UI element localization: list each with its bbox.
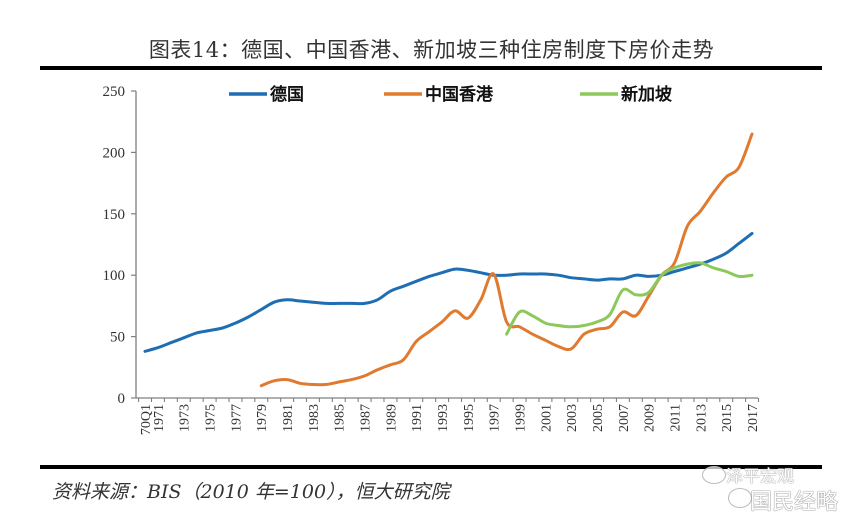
- x-tick-label: 1973: [178, 404, 193, 432]
- watermark-line1: 泽平宏观: [726, 467, 794, 487]
- y-tick-label: 200: [103, 145, 126, 161]
- x-tick-label: 1985: [333, 404, 348, 432]
- wechat-bubble-icon: [702, 466, 726, 484]
- legend-label: 德国: [270, 84, 304, 105]
- x-tick-label: 1983: [307, 404, 322, 432]
- x-tick-label: 2011: [669, 404, 684, 431]
- series-layer: [143, 132, 754, 388]
- wechat-bubble-icon: [728, 488, 752, 508]
- x-tick-label: 2003: [565, 404, 580, 432]
- x-tick-label: 1987: [359, 404, 374, 432]
- x-tick-label: 70Q1: [139, 404, 154, 435]
- watermark: 泽平宏观 国民经略: [700, 462, 860, 522]
- bottom-rule: [40, 465, 822, 469]
- series-line-2: [259, 132, 754, 388]
- series-line-3: [505, 261, 754, 336]
- x-tick-label: 1997: [488, 404, 503, 432]
- x-tick-label: 1979: [255, 404, 270, 432]
- legend-label: 新加坡: [621, 84, 672, 105]
- x-tick-label: 1999: [514, 404, 529, 432]
- chart-title: 图表14：德国、中国香港、新加坡三种住房制度下房价走势: [148, 38, 715, 62]
- x-tick-label: 1971: [152, 404, 167, 432]
- x-tick-label: 2007: [617, 404, 632, 432]
- x-tick-label: 2005: [591, 404, 606, 432]
- x-tick-label: 1977: [229, 404, 244, 432]
- x-tick-label: 1989: [384, 404, 399, 432]
- source-note: 资料来源：BIS（2010 年=100），恒大研究院: [52, 481, 450, 503]
- x-tick-label: 1991: [410, 404, 425, 432]
- y-tick-label: 100: [103, 268, 126, 284]
- top-rule: [40, 66, 822, 70]
- x-tick-label: 2015: [720, 404, 735, 432]
- x-tick-label: 1995: [462, 404, 477, 432]
- x-tick-label: 2013: [694, 404, 709, 432]
- series-line-1: [143, 231, 754, 353]
- y-tick-label: 150: [103, 207, 126, 223]
- x-tick-label: 1993: [436, 404, 451, 432]
- y-tick-label: 0: [118, 391, 126, 407]
- legend: 德国 中国香港 新加坡: [229, 84, 672, 105]
- y-tick-label: 250: [103, 84, 126, 100]
- legend-label: 中国香港: [425, 84, 494, 105]
- x-tick-label: 1981: [281, 404, 296, 432]
- watermark-line2: 国民经略: [750, 490, 839, 515]
- x-tick-label: 2017: [746, 404, 761, 432]
- x-tick-label: 1975: [204, 404, 219, 432]
- x-tick-label: 2009: [643, 404, 658, 432]
- x-tick-label: 2001: [539, 404, 554, 432]
- y-tick-label: 50: [110, 330, 125, 346]
